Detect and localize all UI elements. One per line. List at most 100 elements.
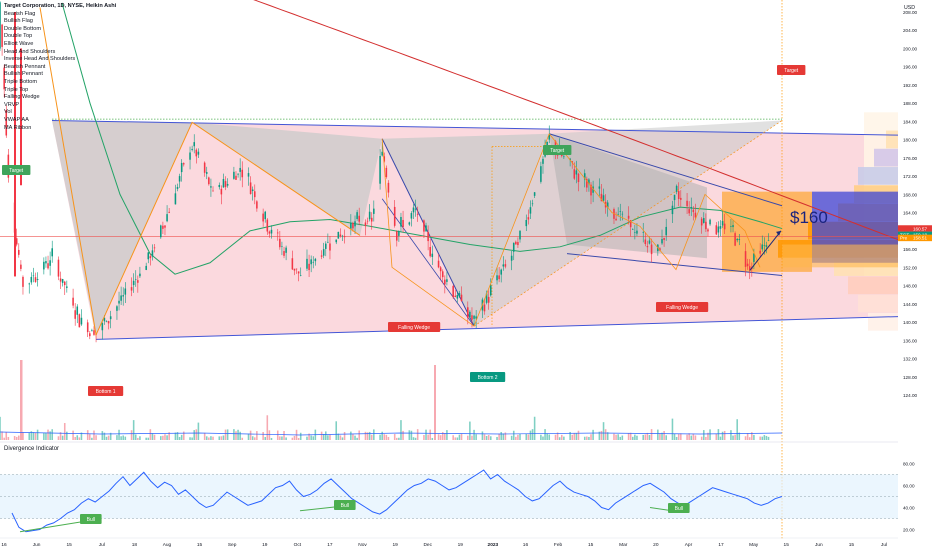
volume-bar (512, 430, 515, 440)
candle-body (160, 225, 162, 238)
volume-bar (751, 432, 753, 440)
volume-bar (753, 434, 755, 440)
candle-body (529, 207, 532, 214)
candle-body (356, 212, 358, 219)
candle-body (590, 184, 592, 196)
candle-body (571, 161, 573, 163)
candle-body (168, 211, 170, 213)
volume-bar (546, 433, 548, 440)
candle-body (621, 213, 624, 215)
indicator-item[interactable]: Bullish Flag (4, 18, 33, 25)
candle-body (137, 280, 139, 283)
candle-body (312, 261, 315, 263)
volume-bar (281, 436, 283, 440)
candle-body (212, 190, 214, 192)
volume-bar (151, 433, 154, 440)
volume-bar (677, 434, 680, 440)
time-tick: 15 (588, 542, 594, 548)
indicator-item[interactable]: Vol (4, 109, 12, 116)
volume-bar (13, 436, 16, 440)
candle-body (314, 258, 317, 262)
candle-body (746, 263, 749, 267)
volume-bar (694, 435, 697, 440)
volume-bar (45, 433, 47, 440)
indicator-item[interactable]: Triple Top (4, 86, 29, 93)
price-tick: 148.00 (903, 284, 917, 289)
symbol-title[interactable]: Target Corporation, 1D, NYSE, Heikin Ash… (4, 3, 117, 9)
indicator-item[interactable]: Triple Bottom (4, 78, 38, 85)
indicator-item[interactable]: Head And Shoulders (4, 48, 56, 55)
indicator-item[interactable]: Bearish Pennant (4, 63, 46, 70)
indicator-item[interactable]: MA Ribbon (4, 124, 32, 131)
volume-bar (759, 436, 761, 440)
indicator-item[interactable]: VRVP (4, 101, 20, 108)
time-tick: Aug (163, 542, 172, 548)
time-tick: 17 (327, 542, 333, 548)
candle-body (765, 245, 768, 247)
candle-body (734, 233, 736, 246)
volume-bar (460, 433, 463, 440)
indicator-item[interactable]: Falling Wedge (4, 94, 40, 101)
volume-bar (320, 431, 323, 440)
candle-body (396, 231, 398, 241)
volume-bar (617, 434, 619, 440)
volume-bar (715, 433, 718, 440)
candle-body (471, 315, 473, 320)
volume-bar (1, 431, 3, 440)
candle-body (512, 242, 515, 252)
indicator-item[interactable]: Inverse Head And Shoulders (4, 56, 76, 63)
volume-bar (89, 434, 91, 440)
candle-body (43, 261, 45, 270)
candle-body (381, 151, 383, 156)
target-label-bg (2, 165, 31, 175)
candle-body (383, 156, 386, 162)
candle-body (235, 175, 237, 180)
candle-body (527, 217, 530, 220)
candle-body (354, 221, 356, 227)
volume-bar (66, 431, 68, 440)
volume-bar (748, 437, 751, 440)
volume-bar (548, 434, 551, 440)
volume-bar (74, 437, 76, 440)
candle-body (738, 239, 741, 240)
volume-bar (162, 435, 164, 440)
oscillator-title[interactable]: Divergence Indicator (4, 446, 60, 452)
volume-bar (350, 431, 352, 440)
candle-body (20, 264, 22, 269)
candle-body (546, 141, 548, 147)
osc-tick: 20.00 (903, 528, 915, 533)
candle-body (335, 239, 338, 243)
candle-body (224, 181, 227, 188)
pattern-shape-2 (192, 122, 383, 236)
indicator-item[interactable]: Double Bottom (4, 25, 42, 32)
candle-body (663, 237, 665, 241)
volume-bar (542, 436, 544, 440)
volume-bar (434, 365, 436, 440)
indicator-item[interactable]: VWAP AA (4, 116, 29, 123)
candle-body (629, 220, 632, 228)
candle-body (220, 188, 223, 195)
volume-bar (137, 437, 139, 440)
time-tick: Jun (33, 542, 41, 548)
vrvp-bar (874, 148, 898, 167)
candle-body (748, 266, 751, 270)
indicator-item[interactable]: Bullish Pennant (4, 71, 43, 78)
price-tag-bg (898, 225, 932, 232)
candle-body (139, 273, 141, 277)
candle-body (132, 280, 135, 286)
time-tick: 18 (132, 542, 138, 548)
volume-bar (680, 433, 682, 440)
indicator-item[interactable]: Double Top (4, 33, 33, 40)
volume-bar (193, 430, 196, 440)
volume-bar (467, 435, 469, 440)
volume-bar (166, 435, 168, 440)
volume-bar (425, 429, 427, 440)
candle-body (575, 170, 578, 175)
volume-bar (402, 430, 404, 440)
indicator-item[interactable]: Elliott Wave (4, 40, 34, 47)
price-tick: 124.00 (903, 393, 917, 398)
volume-bar (475, 434, 477, 440)
indicator-item[interactable]: Bearish Flag (4, 10, 36, 17)
volume-bar (571, 434, 573, 440)
